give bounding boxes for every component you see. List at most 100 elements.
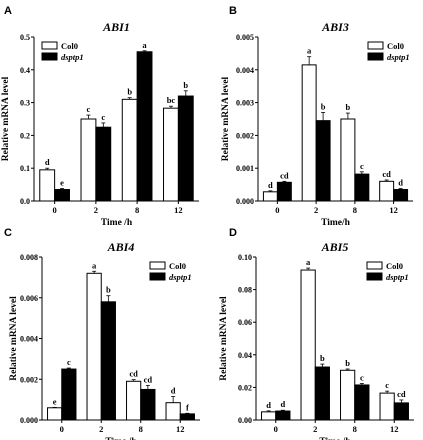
y-axis-label: Relative mRNA level bbox=[1, 76, 11, 161]
legend-label-dsptp1: dsptp1 bbox=[169, 272, 192, 282]
y-tick-label: 0.5 bbox=[20, 33, 30, 42]
significance-label: d bbox=[266, 400, 271, 410]
legend-swatch-Col0 bbox=[367, 41, 384, 50]
x-tick-label: 2 bbox=[94, 205, 98, 215]
significance-label: cd bbox=[382, 169, 391, 179]
significance-label: b bbox=[106, 285, 111, 295]
y-tick-label: 0.000 bbox=[236, 197, 254, 206]
significance-label: c bbox=[101, 112, 105, 122]
legend-swatch-dsptp1 bbox=[367, 52, 384, 61]
chart-title: ABI4 bbox=[107, 240, 135, 254]
bar-Col0 bbox=[379, 392, 395, 421]
significance-label: cd bbox=[280, 170, 289, 180]
x-tick-label: 2 bbox=[313, 424, 317, 434]
legend-label-Col0: Col0 bbox=[61, 41, 78, 51]
significance-label: d bbox=[45, 157, 50, 167]
x-tick-label: 0 bbox=[274, 424, 278, 434]
significance-label: b bbox=[320, 353, 325, 363]
bar-dsptp1 bbox=[179, 413, 195, 421]
significance-label: c bbox=[360, 161, 364, 171]
y-tick-label: 0.3 bbox=[20, 99, 30, 108]
y-tick-label: 0.002 bbox=[236, 131, 254, 140]
x-tick-label: 2 bbox=[314, 205, 318, 215]
legend-swatch-Col0 bbox=[41, 41, 58, 50]
bar-dsptp1 bbox=[95, 126, 112, 202]
x-tick-label: 8 bbox=[353, 424, 357, 434]
x-tick-label: 0 bbox=[275, 205, 279, 215]
bar-Col0 bbox=[301, 64, 317, 202]
y-tick-label: 0.10 bbox=[238, 253, 252, 262]
significance-label: d bbox=[398, 178, 403, 188]
bar-Col0 bbox=[80, 118, 97, 202]
legend-label-dsptp1: dsptp1 bbox=[387, 52, 410, 62]
significance-label: b bbox=[345, 358, 350, 368]
significance-label: b bbox=[127, 87, 132, 97]
significance-label: c bbox=[87, 104, 91, 114]
significance-label: b bbox=[346, 102, 351, 112]
bar-dsptp1 bbox=[354, 173, 370, 202]
panel-abi4: C ABI4 0.000 0.002 0.004 0.006 0.008 Relative m… bbox=[4, 227, 200, 440]
panel-letter: D bbox=[229, 227, 237, 239]
significance-label: f bbox=[186, 402, 189, 412]
significance-label: a bbox=[306, 257, 311, 267]
y-tick-label: 0.4 bbox=[20, 66, 30, 75]
bar-dsptp1 bbox=[140, 388, 156, 421]
x-tick-label: 0 bbox=[53, 205, 57, 215]
significance-label: e bbox=[60, 178, 64, 188]
legend-swatch-dsptp1 bbox=[366, 272, 383, 281]
legend-label-dsptp1: dsptp1 bbox=[61, 52, 84, 62]
legend-label-dsptp1: dsptp1 bbox=[386, 272, 409, 282]
significance-label: c bbox=[360, 372, 364, 382]
y-tick-label: 0.002 bbox=[20, 375, 38, 384]
x-axis-label: Time /h bbox=[319, 437, 351, 440]
chart-title: ABI3 bbox=[321, 20, 349, 34]
chart-title: ABI5 bbox=[321, 240, 349, 254]
bar-Col0 bbox=[165, 402, 181, 421]
legend-label-Col0: Col0 bbox=[169, 261, 186, 271]
x-tick-label: 8 bbox=[139, 424, 143, 434]
bar-Col0 bbox=[126, 380, 142, 421]
bar-Col0 bbox=[47, 407, 63, 421]
y-tick-label: 0.04 bbox=[238, 351, 252, 360]
significance-label: b bbox=[321, 101, 326, 111]
bar-dsptp1 bbox=[276, 181, 292, 202]
legend-label-Col0: Col0 bbox=[387, 41, 404, 51]
y-tick-label: 0.006 bbox=[20, 294, 38, 303]
bar-Col0 bbox=[300, 269, 316, 421]
panel-abi3: B ABI3 0.000 0.001 0.002 0.003 0.004 0.005 Relat… bbox=[221, 5, 413, 228]
x-tick-label: 8 bbox=[135, 205, 139, 215]
x-tick-label: 0 bbox=[60, 424, 64, 434]
x-axis-label: Time /h bbox=[105, 437, 137, 440]
bar-Col0 bbox=[39, 169, 56, 202]
bar-Col0 bbox=[163, 107, 179, 202]
panel-abi1: A ABI1 0.0 0.1 0.2 0.3 0.4 0.5 Relative mRNA lev… bbox=[1, 5, 199, 228]
y-tick-label: 0.1 bbox=[20, 164, 30, 173]
y-tick-label: 0.06 bbox=[238, 318, 252, 327]
bar-dsptp1 bbox=[315, 120, 331, 202]
y-axis-label: Relative mRNA level bbox=[219, 296, 229, 381]
y-tick-label: 0.008 bbox=[20, 253, 38, 262]
significance-label: d bbox=[171, 386, 176, 396]
legend-swatch-Col0 bbox=[149, 261, 166, 270]
significance-label: a bbox=[142, 40, 147, 50]
x-axis-label: Time/h bbox=[321, 218, 351, 228]
significance-label: cd bbox=[144, 374, 153, 384]
x-tick-label: 8 bbox=[353, 205, 357, 215]
bar-dsptp1 bbox=[314, 366, 330, 421]
bar-Col0 bbox=[121, 98, 138, 202]
y-tick-label: 0.08 bbox=[238, 286, 252, 295]
bar-dsptp1 bbox=[177, 95, 194, 202]
bar-Col0 bbox=[262, 191, 278, 202]
y-tick-label: 0.001 bbox=[236, 164, 254, 173]
x-tick-label: 12 bbox=[176, 424, 185, 434]
significance-label: b bbox=[183, 80, 188, 90]
panel-letter: C bbox=[4, 227, 12, 239]
legend-swatch-dsptp1 bbox=[41, 52, 58, 61]
bar-dsptp1 bbox=[61, 368, 77, 421]
panel-letter: B bbox=[229, 5, 237, 17]
y-tick-label: 0.00 bbox=[238, 416, 252, 425]
y-axis-label: Relative mRNA level bbox=[221, 76, 231, 161]
y-tick-label: 0.003 bbox=[236, 99, 254, 108]
bar-Col0 bbox=[86, 272, 102, 421]
